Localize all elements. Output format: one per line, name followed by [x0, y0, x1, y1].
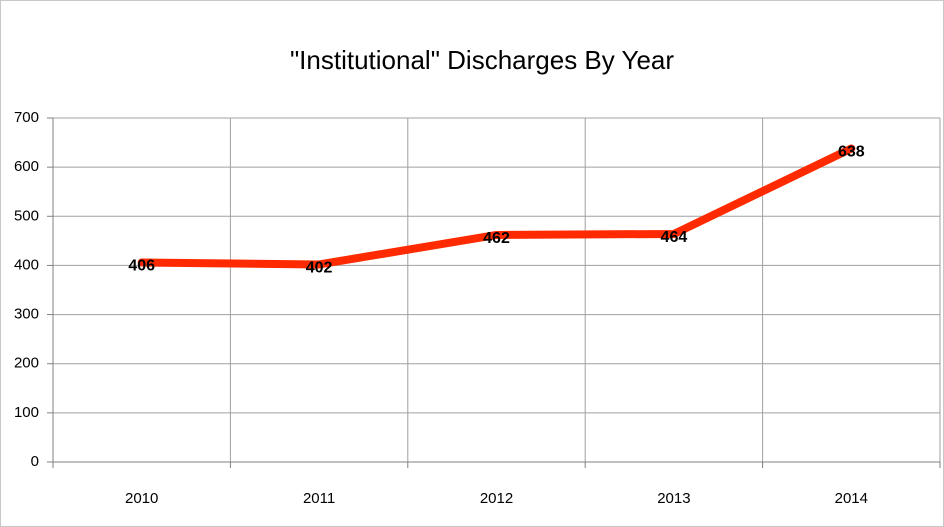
x-tick-label: 2010 [125, 490, 158, 507]
x-tick-label: 2011 [303, 490, 335, 507]
data-line [137, 144, 856, 269]
y-tick-label: 400 [14, 256, 39, 273]
y-tick-label: 300 [14, 306, 39, 323]
chart-title: "Institutional" Discharges By Year [290, 45, 674, 75]
data-label: 464 [661, 229, 688, 246]
y-tick-label: 200 [14, 355, 39, 372]
y-tick-label: 700 [14, 109, 39, 126]
x-tick-label: 2012 [480, 490, 513, 507]
data-label: 462 [483, 230, 510, 247]
y-tick-label: 0 [31, 453, 39, 470]
data-label: 402 [306, 260, 333, 277]
data-label: 638 [838, 144, 865, 161]
y-tick-label: 100 [14, 404, 39, 421]
data-label: 406 [128, 258, 155, 275]
y-tick-label: 600 [14, 158, 39, 175]
x-tick-label: 2013 [657, 490, 690, 507]
x-tick-label: 2014 [835, 490, 868, 507]
y-tick-label: 500 [14, 207, 39, 224]
